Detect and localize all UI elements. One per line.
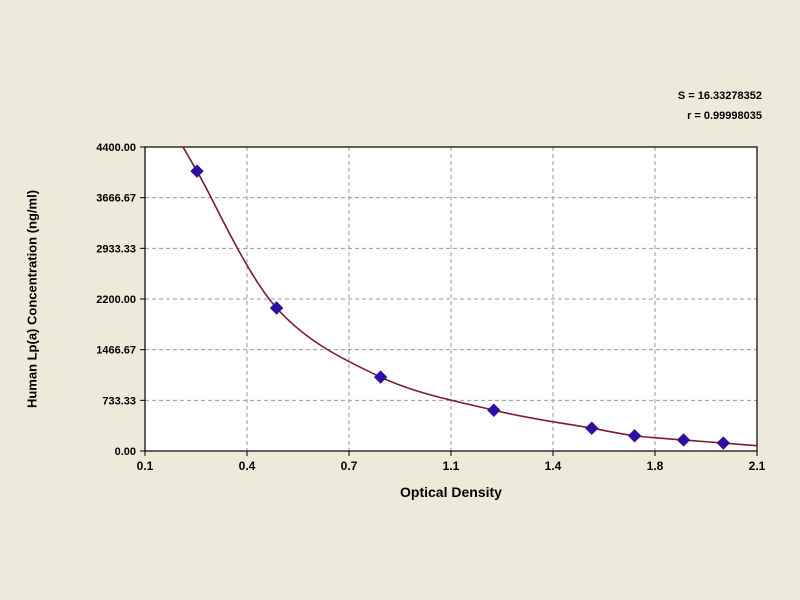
data-point-marker [269,301,284,315]
y-tick-label: 2200.00 [96,294,136,306]
y-tick-label: 733.33 [102,395,136,407]
x-axis-title: Optical Density [400,484,502,500]
data-point-marker [627,429,642,443]
y-tick-label: 1466.67 [96,345,136,357]
x-tick-label: 0.7 [341,459,358,473]
data-point-marker [585,421,599,435]
fit-statistics: S = 16.33278352 r = 0.99998035 [678,86,762,126]
y-tick-label: 4400.00 [96,142,136,154]
fit-stat-r: r = 0.99998035 [687,110,762,122]
y-tick-label: 3666.67 [96,193,136,205]
data-point-marker [190,164,204,178]
x-tick-label: 1.4 [545,459,562,473]
data-point-marker [373,370,388,384]
data-point-marker [716,436,731,450]
x-tick-label: 2.1 [749,459,766,473]
data-point-marker [676,433,691,447]
data-point-marker [487,403,501,417]
x-tick-label: 1.8 [647,459,664,473]
y-tick-label: 2933.33 [96,243,136,255]
fit-stat-s: S = 16.33278352 [677,90,762,102]
x-tick-label: 0.1 [137,459,154,473]
y-tick-label: 0.00 [115,446,136,458]
x-tick-label: 1.1 [443,459,460,473]
y-axis-title: Human Lp(a) Concentration (ng/ml) [24,189,40,409]
x-tick-label: 0.4 [239,459,256,473]
